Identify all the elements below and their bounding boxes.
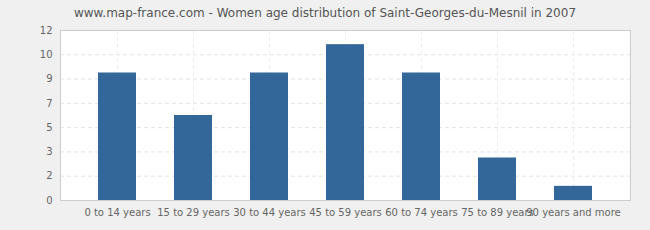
svg-text:30 to 44 years: 30 to 44 years (233, 207, 306, 218)
svg-text:10: 10 (40, 49, 53, 60)
svg-text:0: 0 (46, 195, 52, 206)
svg-text:2: 2 (46, 170, 52, 181)
svg-text:9: 9 (46, 73, 52, 84)
svg-text:45 to 59 years: 45 to 59 years (309, 207, 382, 218)
svg-text:60 to 74 years: 60 to 74 years (385, 207, 458, 218)
svg-text:0 to 14 years: 0 to 14 years (84, 207, 150, 218)
svg-text:5: 5 (46, 122, 52, 133)
svg-text:7: 7 (46, 98, 52, 109)
svg-text:15 to 29 years: 15 to 29 years (157, 207, 230, 218)
svg-text:12: 12 (40, 25, 53, 36)
svg-text:75 to 89 years: 75 to 89 years (461, 207, 534, 218)
svg-text:90 years and more: 90 years and more (526, 207, 621, 218)
html-text:www.map-france.com - Women age: www.map-france.com - Women age distribut… (74, 6, 576, 20)
svg-text:3: 3 (46, 146, 52, 157)
